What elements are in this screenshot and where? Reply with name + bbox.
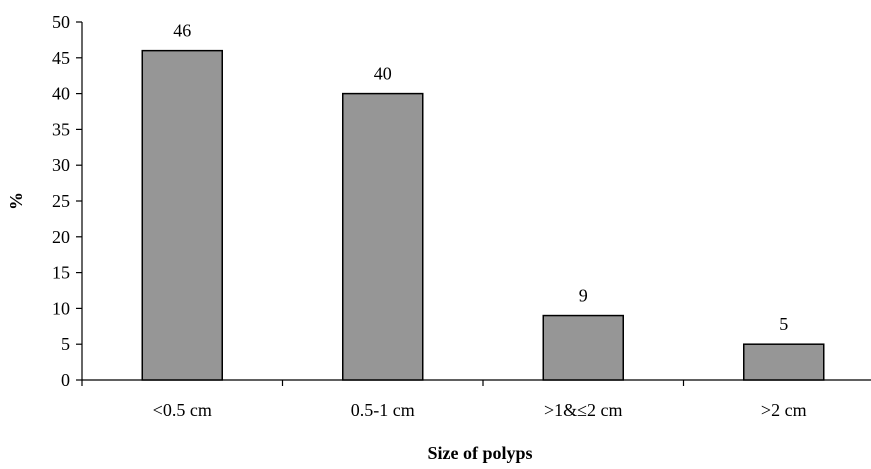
- x-axis-title: Size of polyps: [427, 443, 532, 463]
- y-tick-label: 35: [52, 119, 70, 139]
- y-tick-label: 40: [52, 84, 70, 104]
- data-label: 40: [374, 64, 392, 84]
- y-axis-title: %: [6, 192, 26, 210]
- bars: [141, 49, 825, 381]
- y-tick-label: 30: [52, 155, 70, 175]
- y-tick-label: 5: [61, 334, 70, 354]
- bar: [141, 49, 223, 381]
- y-tick-label: 25: [52, 191, 70, 211]
- y-tick-label: 45: [52, 48, 70, 68]
- x-tick-label: <0.5 cm: [153, 400, 212, 420]
- bar: [743, 343, 825, 381]
- x-tick-label: 0.5-1 cm: [351, 400, 415, 420]
- y-tick-label: 10: [52, 298, 70, 318]
- data-label: 5: [779, 314, 788, 334]
- y-tick-label: 50: [52, 12, 70, 32]
- data-labels: 46 40 9 5: [173, 21, 788, 335]
- y-tick-label: 20: [52, 227, 70, 247]
- x-tick-label: >2 cm: [761, 400, 807, 420]
- y-tick-label: 15: [52, 263, 70, 283]
- y-tick-label: 0: [61, 370, 70, 390]
- data-label: 46: [173, 21, 191, 41]
- bar: [342, 92, 424, 381]
- x-tick-label: >1&≤2 cm: [544, 400, 623, 420]
- bar: [542, 314, 624, 381]
- data-label: 9: [579, 286, 588, 306]
- axes: 0 5 10 15 20 25 30 35 40 45 50 <0.5 cm 0.5-1 cm >1&≤2…: [52, 12, 871, 420]
